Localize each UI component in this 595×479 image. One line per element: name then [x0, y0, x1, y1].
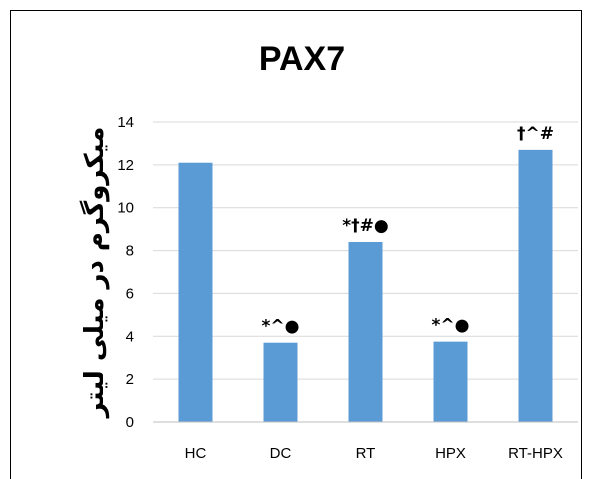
chart-title: PAX7	[259, 40, 345, 78]
y-tick-label: 0	[126, 414, 134, 431]
x-tick-label: HPX	[435, 445, 466, 462]
bar-rt	[348, 242, 383, 422]
y-tick-label: 2	[126, 371, 134, 388]
bar-annotations: *^● *†#● *^● †^#	[262, 124, 554, 337]
y-tick-label: 12	[117, 157, 134, 174]
y-tick-label: 14	[117, 114, 134, 131]
y-axis-label: میکروگرم در میلی لیتر	[79, 127, 110, 420]
y-tick-label: 8	[126, 243, 134, 260]
x-tick-label: DC	[270, 445, 292, 462]
significance-marker: *†#●	[342, 216, 388, 236]
significance-marker: *^●	[432, 316, 470, 336]
x-tick-label: RT	[356, 445, 376, 462]
y-tick-label: 4	[126, 328, 134, 345]
x-tick-label: RT-HPX	[508, 445, 563, 462]
x-tick-labels: HC DC RT HPX RT-HPX	[185, 445, 563, 462]
chart-frame	[10, 10, 582, 479]
bar-hpx	[433, 341, 468, 422]
y-tick-label: 6	[126, 285, 134, 302]
bar-rt-hpx	[518, 149, 553, 422]
bar-hc	[178, 162, 213, 422]
significance-marker: *^●	[262, 317, 300, 337]
bars	[178, 149, 553, 422]
y-tick-labels: 0 2 4 6 8 10 12 14	[117, 114, 134, 431]
y-tick-label: 10	[117, 200, 134, 217]
bar-dc	[263, 342, 298, 422]
x-tick-label: HC	[185, 445, 207, 462]
significance-marker: †^#	[517, 124, 554, 144]
